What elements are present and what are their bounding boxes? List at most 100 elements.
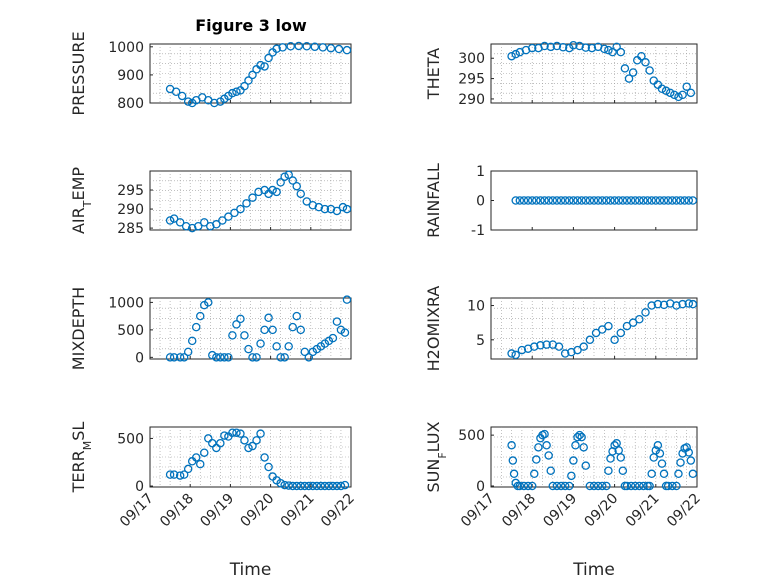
data-point [612, 42, 621, 52]
data-point [284, 342, 293, 351]
data-point [659, 300, 669, 310]
data-point [171, 87, 181, 97]
y-tick-label: 0 [476, 479, 485, 495]
x-tick-label: 09/20 [238, 491, 278, 531]
data-point [589, 481, 599, 491]
data-point [604, 321, 613, 331]
y-axis-label: TERRMSL [69, 422, 94, 494]
y-tick-label: 0 [135, 350, 144, 366]
data-point [328, 481, 338, 491]
data-point [604, 45, 613, 55]
data-point [200, 448, 209, 457]
subplot-rainfall: -1 0 1 RAINFALL [424, 163, 698, 239]
data-point [191, 322, 201, 332]
y-tick-label: 10 [467, 299, 485, 315]
data-point [336, 481, 346, 491]
y-axis-label: PRESSURE [69, 31, 88, 115]
data-point [546, 466, 555, 475]
data-point [228, 331, 237, 340]
x-tick-label: 09/21 [278, 491, 318, 531]
data-point [637, 51, 646, 61]
data-point [668, 481, 677, 491]
data-point [224, 353, 233, 362]
data-point [565, 196, 574, 205]
data-point [610, 441, 619, 450]
data-point [532, 455, 541, 464]
y-tick-label: 295 [117, 183, 144, 199]
data-point [294, 41, 303, 51]
data-point [569, 40, 578, 50]
data-point [573, 345, 582, 355]
data-point [169, 214, 179, 223]
y-tick-label: 900 [117, 68, 144, 84]
data-point [296, 189, 305, 199]
data-point [332, 481, 342, 491]
y-axis-label: RAINFALL [424, 163, 443, 238]
x-tick-label: 09/17 [117, 491, 157, 531]
data-point [581, 196, 591, 205]
data-point [272, 44, 281, 54]
data-point [548, 481, 558, 491]
data-point [175, 471, 185, 480]
data-point [674, 469, 683, 479]
data-point [628, 68, 638, 77]
data-point [610, 196, 619, 205]
data-point [581, 43, 591, 52]
data-point [284, 481, 293, 490]
y-axis-label: THETA [424, 48, 443, 100]
data-point [278, 43, 287, 52]
y-axis-label: SUNFLUX [424, 421, 449, 492]
data-point [254, 187, 263, 197]
data-point [288, 176, 297, 185]
data-point [602, 196, 611, 205]
data-point [332, 206, 342, 216]
data-point [606, 196, 615, 205]
data-point [630, 196, 640, 205]
x-tick-label: 09/22 [318, 491, 358, 531]
data-point [244, 344, 253, 354]
data-point [324, 481, 334, 491]
data-point [248, 353, 257, 362]
data-point [212, 353, 221, 362]
data-point [556, 481, 566, 491]
data-point [616, 328, 626, 338]
x-axis-label: Time [572, 560, 615, 580]
data-point [567, 471, 576, 481]
y-tick-label: 500 [117, 431, 144, 447]
y-tick-label: 285 [117, 221, 144, 237]
data-point [560, 349, 570, 358]
data-point [546, 42, 555, 52]
data-point [268, 185, 277, 195]
data-point [252, 436, 261, 445]
data-point [622, 196, 632, 205]
data-point [507, 51, 516, 61]
data-point [175, 353, 185, 362]
data-point [507, 349, 516, 358]
data-point [680, 196, 689, 205]
data-point [672, 196, 681, 205]
data-point [688, 299, 698, 309]
data-point [242, 199, 251, 208]
data-point [678, 90, 687, 100]
data-point [216, 353, 225, 362]
data-point [296, 481, 305, 491]
data-point [647, 196, 656, 205]
data-point [240, 331, 249, 340]
y-axis-label: MIXDEPTH [69, 287, 88, 370]
data-point [169, 470, 179, 479]
data-point [280, 172, 289, 181]
data-point [276, 478, 285, 488]
data-point [655, 196, 665, 205]
data-point [260, 62, 269, 71]
data-point [183, 347, 193, 357]
y-tick-label: 290 [117, 202, 144, 218]
y-tick-label: -1 [471, 223, 485, 239]
data-point [165, 216, 175, 225]
data-point [604, 466, 613, 475]
data-point [639, 196, 648, 205]
data-point [569, 196, 578, 205]
data-point [655, 449, 665, 458]
data-point [616, 453, 626, 462]
x-tick-label: 09/22 [664, 491, 704, 531]
